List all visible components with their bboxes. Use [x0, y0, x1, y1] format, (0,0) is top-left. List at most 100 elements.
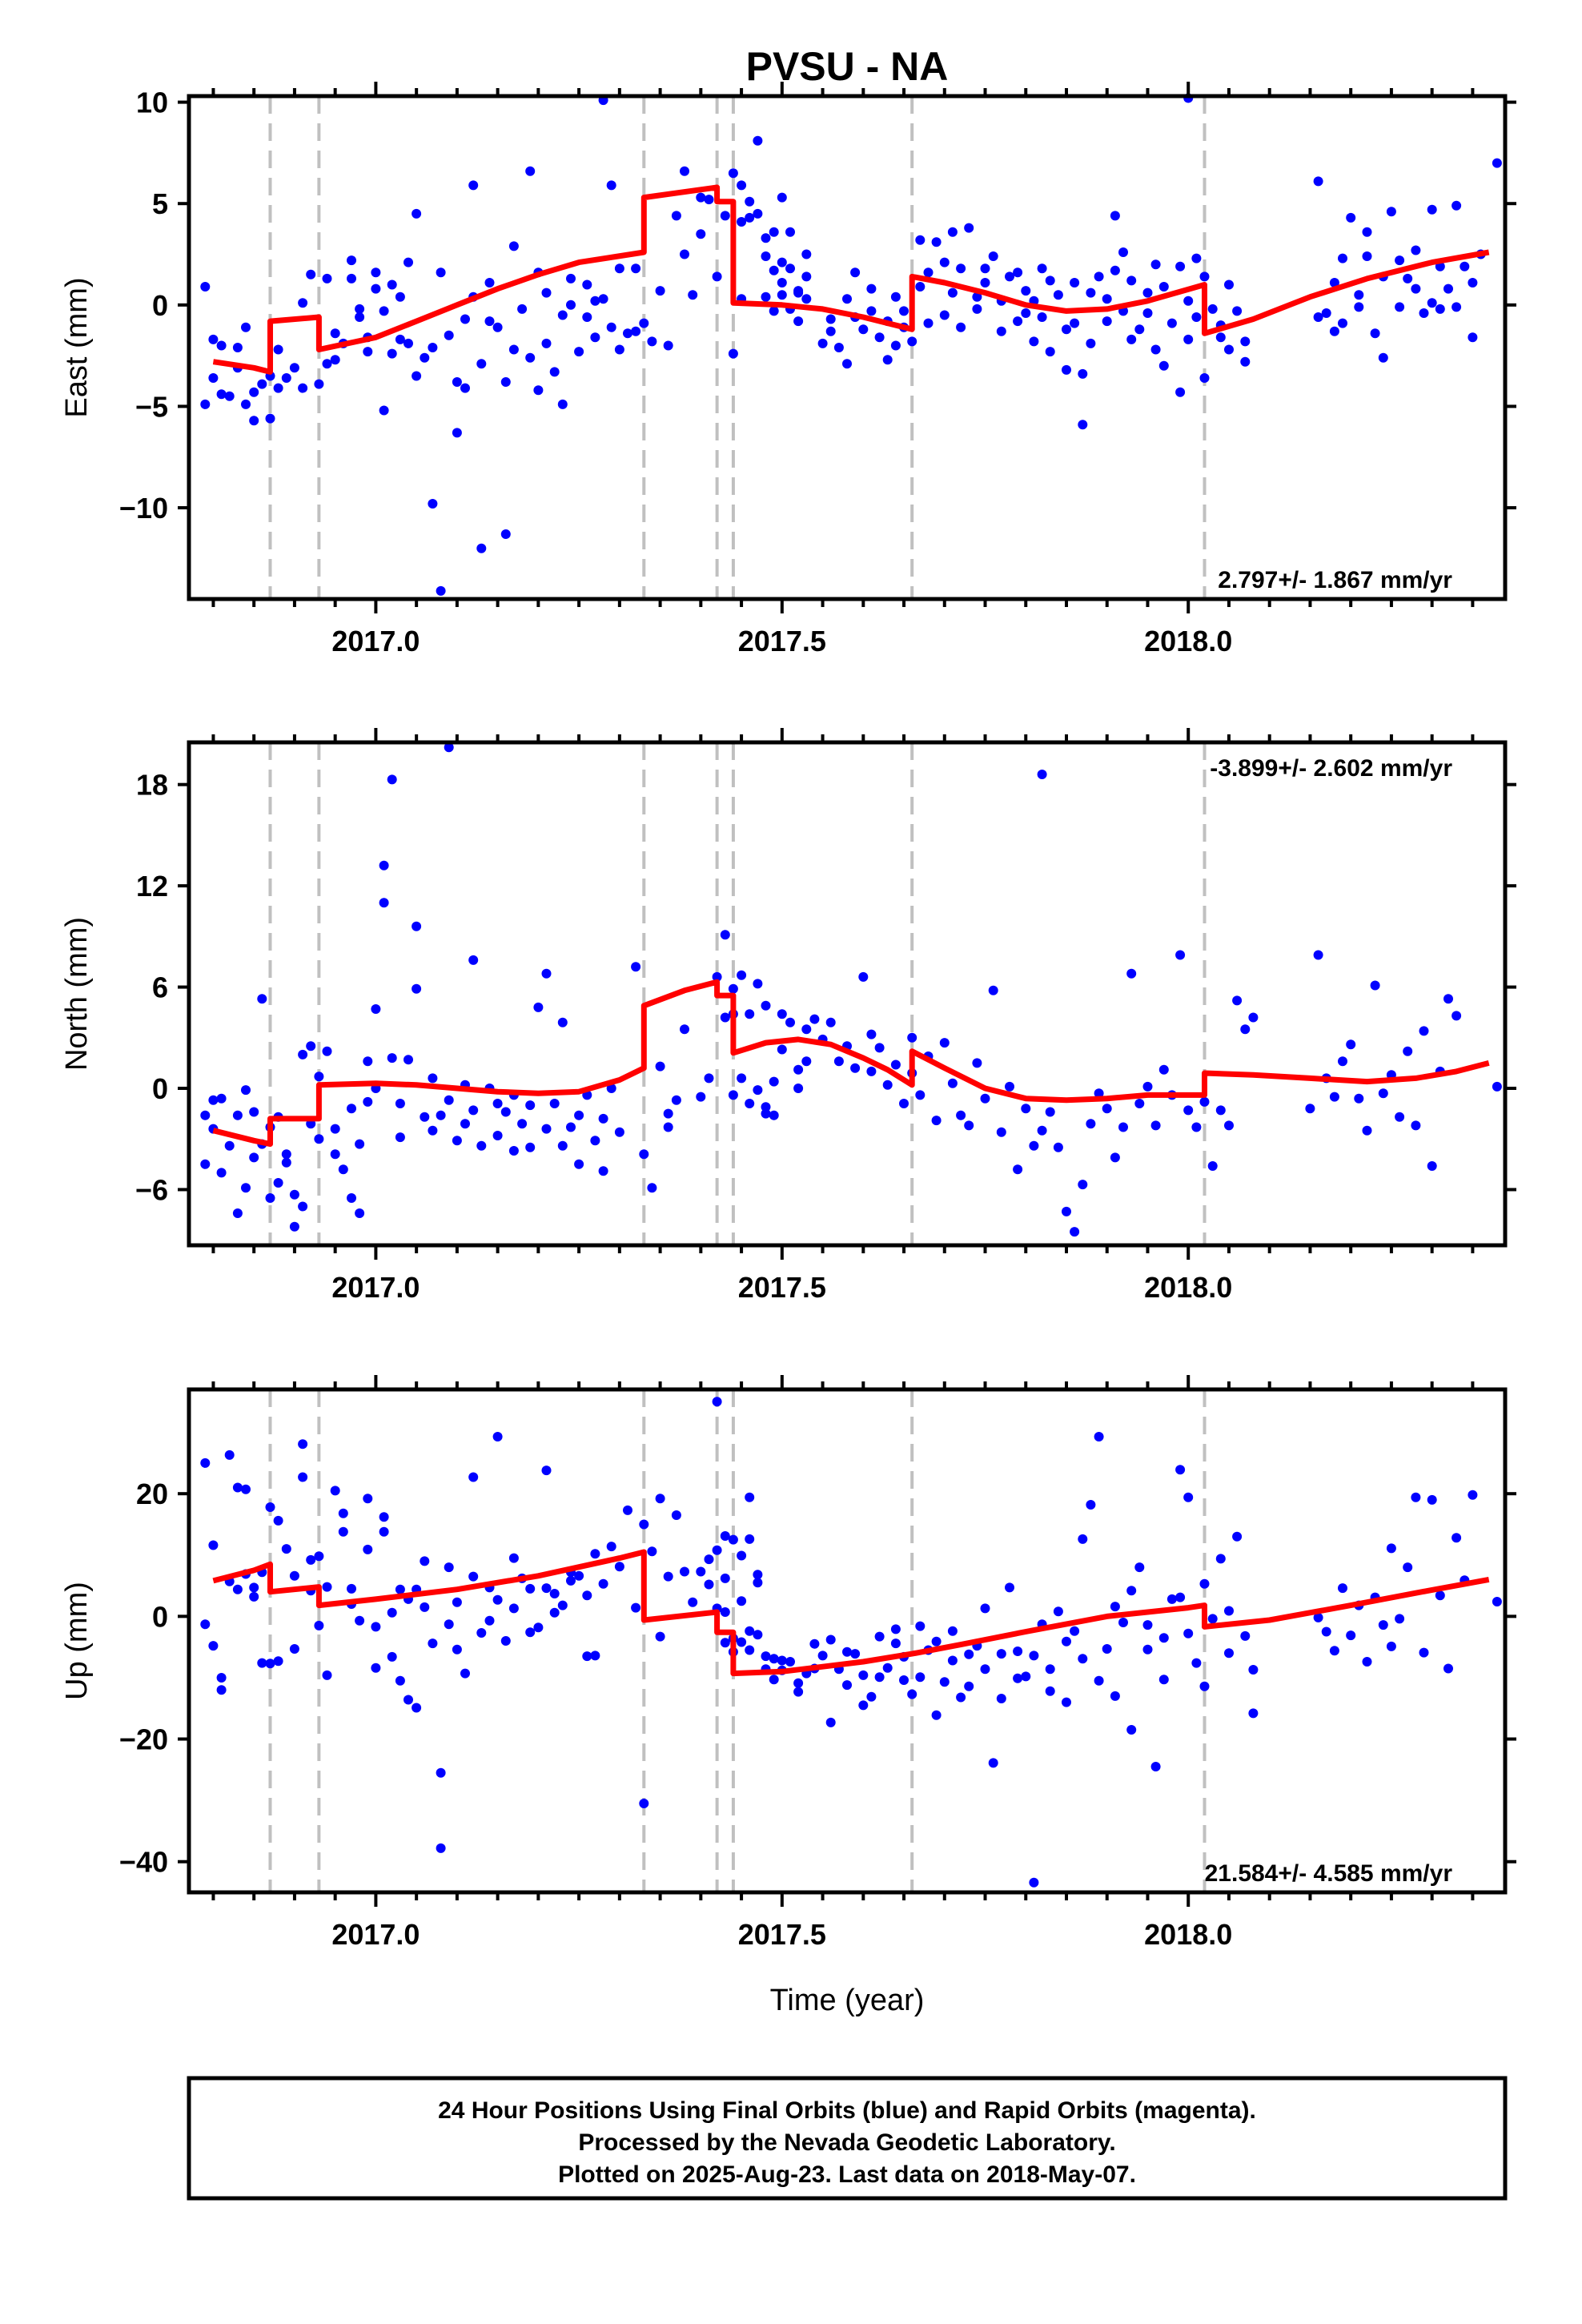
data-point: [1126, 334, 1137, 344]
data-point: [517, 304, 528, 314]
data-point: [322, 1670, 332, 1680]
data-point: [566, 1575, 576, 1586]
data-point: [1232, 995, 1243, 1006]
data-point: [956, 1692, 966, 1703]
data-point: [753, 208, 763, 219]
data-point: [663, 1122, 673, 1132]
data-point: [1443, 283, 1453, 294]
data-point: [1338, 1056, 1347, 1067]
data-point: [753, 979, 763, 989]
data-point: [1102, 316, 1112, 327]
data-point: [420, 1602, 430, 1612]
data-point: [500, 529, 511, 539]
data-point: [1240, 336, 1251, 347]
data-point: [704, 1554, 714, 1565]
data-point: [1013, 267, 1023, 278]
data-point: [200, 1458, 211, 1468]
data-point: [866, 1029, 877, 1039]
data-point: [801, 1024, 812, 1035]
data-point: [1224, 1606, 1234, 1616]
data-point: [1005, 271, 1014, 282]
data-point: [1126, 968, 1137, 979]
data-point: [1175, 387, 1186, 397]
data-point: [404, 1055, 413, 1065]
data-point: [420, 1112, 430, 1122]
data-point: [289, 1644, 299, 1654]
data-point: [1078, 368, 1088, 379]
data-point: [712, 1545, 722, 1555]
data-point: [1021, 286, 1031, 296]
data-point: [915, 282, 926, 292]
data-point: [923, 267, 934, 278]
data-point: [322, 1582, 332, 1592]
data-point: [850, 1063, 861, 1073]
data-point: [557, 399, 568, 409]
data-point: [338, 1526, 348, 1537]
data-point: [541, 1124, 552, 1134]
data-point: [452, 377, 462, 387]
data-point: [322, 1046, 332, 1056]
data-point: [298, 1049, 308, 1059]
data-point: [720, 1573, 730, 1583]
data-point: [444, 330, 454, 340]
data-point: [688, 1597, 698, 1607]
data-point: [825, 1017, 836, 1027]
data-point: [874, 332, 885, 343]
data-point: [412, 208, 422, 219]
data-point: [404, 338, 413, 348]
data-point: [387, 1651, 397, 1662]
data-point: [273, 1178, 283, 1188]
data-point: [1158, 282, 1169, 292]
data-point: [314, 1551, 324, 1562]
data-point: [1427, 1494, 1437, 1505]
data-point: [395, 334, 405, 344]
data-point: [964, 1120, 974, 1131]
data-point: [1329, 278, 1339, 287]
data-point: [1378, 352, 1388, 363]
data-point: [1191, 253, 1202, 263]
data-point: [281, 1157, 291, 1168]
data-point: [1329, 1092, 1339, 1102]
data-point: [1215, 332, 1226, 343]
data-point: [858, 1700, 869, 1711]
data-point: [704, 1073, 714, 1084]
data-point: [1013, 1673, 1023, 1683]
data-point: [387, 1053, 397, 1063]
data-point: [606, 180, 616, 191]
data-point: [1118, 1122, 1128, 1132]
data-point: [200, 399, 211, 409]
data-point: [1142, 287, 1153, 298]
data-point: [330, 328, 340, 339]
data-point: [379, 306, 389, 316]
data-point: [858, 971, 869, 982]
data-point: [874, 1672, 885, 1683]
data-point: [964, 223, 974, 233]
data-point: [1232, 1531, 1243, 1542]
data-point: [1427, 298, 1437, 308]
data-point: [1094, 1088, 1104, 1099]
data-point: [866, 306, 877, 316]
data-point: [1070, 318, 1080, 328]
data-point: [241, 399, 251, 409]
data-point: [1126, 275, 1137, 286]
data-point: [452, 1644, 462, 1655]
y-tick-label: 20: [136, 1478, 168, 1510]
data-point: [371, 1663, 381, 1673]
x-tick-label: 2018.0: [1144, 625, 1232, 657]
data-point: [232, 343, 243, 352]
data-point: [298, 298, 308, 308]
data-point: [1086, 1500, 1096, 1510]
data-point: [737, 1073, 747, 1084]
data-point: [1370, 980, 1380, 991]
data-point: [314, 1072, 324, 1082]
data-point: [680, 1566, 689, 1577]
data-point: [371, 267, 381, 278]
data-point: [1419, 1647, 1429, 1658]
data-point: [566, 273, 576, 283]
data-point: [541, 1583, 552, 1594]
data-point: [704, 195, 714, 205]
data-point: [1150, 259, 1161, 270]
data-point: [712, 971, 722, 982]
data-point: [737, 217, 747, 227]
data-point: [1460, 261, 1470, 271]
